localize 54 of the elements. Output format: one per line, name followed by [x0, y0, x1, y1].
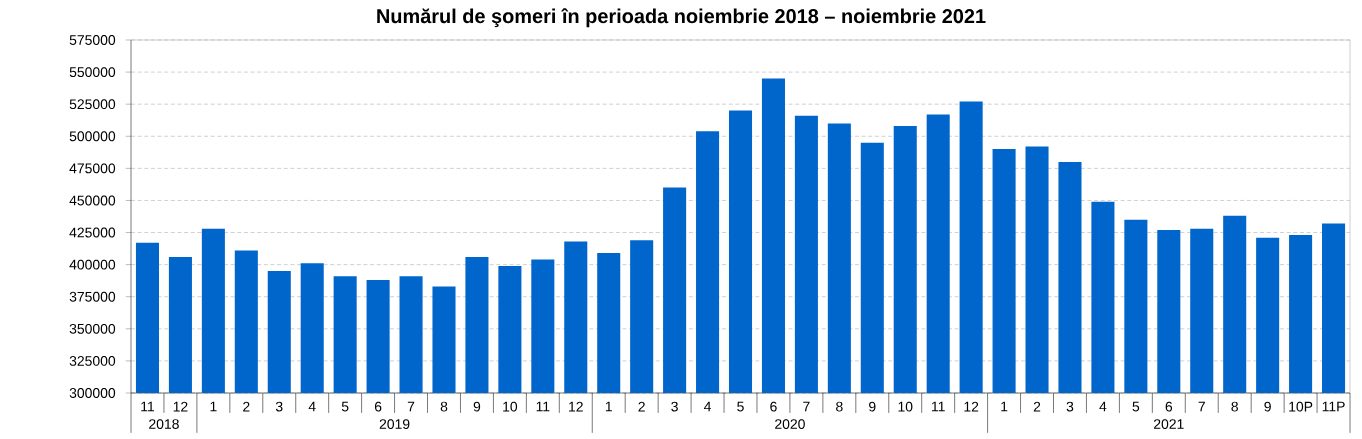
- x-tick-label: 11: [141, 401, 155, 412]
- x-tick-label: 11: [932, 401, 945, 412]
- x-tick-label: 11P: [1322, 401, 1345, 412]
- text: 2019: [379, 419, 410, 430]
- x-tick-label: 8: [1231, 401, 1238, 412]
- x-tick-label: 5: [1132, 401, 1140, 412]
- x-tick-label: 6: [374, 401, 382, 412]
- x-tick-label: 5: [737, 401, 744, 412]
- x-tick-label: 4: [1099, 401, 1107, 412]
- x-tick-label: 9: [473, 401, 481, 412]
- x-tick-label: 7: [1198, 401, 1205, 412]
- text: 2021: [1154, 419, 1184, 430]
- x-tick-label: 12: [964, 401, 979, 412]
- x-tick-label: 4: [308, 401, 316, 412]
- x-tick-label: 5: [341, 401, 349, 412]
- x-tick-label: 3: [671, 401, 678, 412]
- y-tick-label: 350000: [69, 323, 116, 334]
- x-tick-label: 2: [1033, 401, 1041, 412]
- x-tick-label: 8: [440, 401, 448, 412]
- y-tick-label: 475000: [69, 163, 116, 174]
- x-tick-label: 11: [536, 401, 550, 412]
- x-tick-label: 9: [1264, 401, 1271, 412]
- x-tick-label: 7: [407, 401, 415, 412]
- x-tick-label: 3: [1066, 401, 1074, 412]
- x-tick-label: 6: [1165, 401, 1173, 412]
- chart-title: Numărul de şomeri în perioada noiembrie 2018 – noiembrie 2021: [377, 8, 986, 28]
- y-tick-label: 325000: [69, 355, 116, 366]
- x-tick-label: 8: [836, 401, 843, 412]
- x-tick-label: 1: [605, 401, 612, 412]
- y-tick-label: 550000: [69, 67, 116, 78]
- text: 2018: [149, 419, 179, 430]
- y-tick-label: 575000: [69, 35, 116, 45]
- x-tick-label: 2: [638, 401, 645, 412]
- x-tick-label: 3: [275, 401, 283, 412]
- x-tick-label: 10: [503, 401, 518, 412]
- x-tick-label: 10: [898, 401, 913, 412]
- y-tick-label: 375000: [69, 291, 116, 302]
- x-tick-label: 12: [173, 401, 188, 412]
- x-tick-label: 6: [770, 401, 777, 412]
- y-tick-label: 525000: [69, 99, 116, 110]
- x-tick-label: 1: [210, 401, 217, 412]
- x-tick-label: 12: [569, 401, 583, 412]
- x-tick-label: 7: [803, 401, 810, 412]
- text: 2020: [775, 419, 805, 430]
- x-tick-label: 2: [243, 401, 250, 412]
- y-tick-label: 500000: [69, 131, 116, 142]
- y-tick-label: 450000: [69, 195, 116, 206]
- x-tick-label: 4: [704, 401, 712, 412]
- x-tick-label: 10P: [1289, 401, 1313, 412]
- y-tick-label: 425000: [69, 227, 116, 238]
- y-tick-label: 300000: [69, 388, 116, 398]
- y-tick-label: 400000: [69, 259, 116, 270]
- x-tick-label: 1: [1001, 401, 1008, 412]
- x-tick-label: 9: [869, 401, 876, 412]
